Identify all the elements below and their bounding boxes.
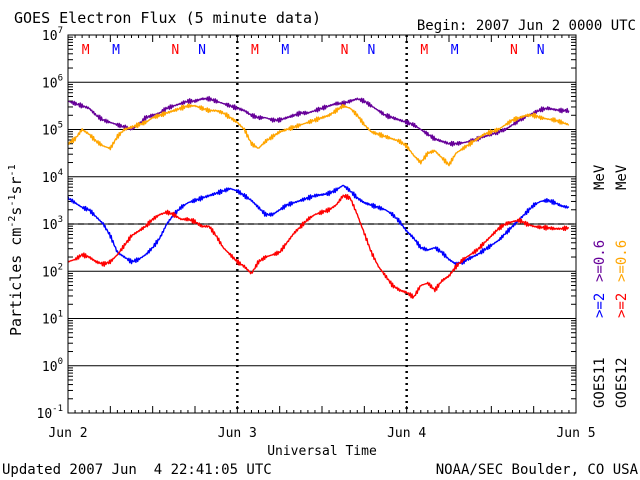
source-credit: NOAA/SEC Boulder, CO USA (436, 462, 639, 478)
mn-marker: N (367, 43, 375, 58)
y-tick-label: 100 (42, 357, 63, 375)
mn-marker: N (341, 43, 349, 58)
mn-marker: N (537, 43, 545, 58)
x-tick-label: Jun 5 (556, 426, 595, 441)
y-tick-label: 103 (42, 215, 63, 233)
y-tick-labels: 107 106 105 104 103 102 101 100 10-1 (37, 26, 64, 422)
mn-marker: M (451, 43, 459, 58)
mn-marker: M (251, 43, 259, 58)
mn-marker: M (281, 43, 289, 58)
series-line-0 (67, 95, 570, 147)
y-axis-label: Particles cm-2s-1sr-1 (7, 164, 25, 336)
y-tick-label: 101 (42, 310, 63, 328)
x-axis-label: Universal Time (267, 444, 377, 459)
y-axis-label-exp3: -1 (7, 164, 18, 176)
x-tick-label: Jun 4 (387, 426, 426, 441)
mn-marker: N (198, 43, 206, 58)
updated-timestamp: Updated 2007 Jun 4 22:41:05 UTC (2, 462, 272, 478)
legend-goes12-ge2: >=2 (614, 293, 630, 318)
chart-title: GOES Electron Flux (5 minute data) (14, 9, 321, 27)
legend-mev-1: MeV (592, 164, 608, 190)
mn-marker: M (82, 43, 90, 58)
legend-goes12-ge06: >=0.6 (614, 240, 630, 282)
legend-goes11-ge06: >=0.6 (592, 240, 608, 282)
legend-goes11: GOES11 (592, 357, 608, 408)
y-tick-label: 105 (42, 121, 63, 139)
mn-marker: N (510, 43, 518, 58)
x-tick-label: Jun 2 (48, 426, 87, 441)
y-tick-label: 107 (42, 26, 63, 44)
series-line-1 (67, 103, 569, 167)
y-axis-label-main: Particles cm (7, 228, 25, 336)
mn-marker: N (171, 43, 179, 58)
series-line-3 (67, 193, 569, 299)
y-tick-label: 104 (42, 168, 63, 186)
x-tick-labels: Jun 2 Jun 3 Jun 4 Jun 5 (48, 426, 595, 441)
legend-mev-2: MeV (614, 164, 630, 190)
plot-frame (67, 34, 577, 414)
y-tick-label: 102 (42, 262, 63, 280)
x-tick-label: Jun 3 (218, 426, 257, 441)
y-axis-label-mid1: s (7, 207, 25, 216)
legend-goes12: GOES12 (614, 357, 630, 408)
grid-lines (68, 81, 576, 367)
series-line-2 (67, 184, 570, 267)
y-axis-label-mid2: sr (7, 176, 25, 194)
mn-marker: M (112, 43, 120, 58)
series-lines (67, 95, 570, 299)
y-axis-label-exp1: -2 (7, 216, 18, 228)
mn-marker: M (420, 43, 428, 58)
legend-goes11-ge2: >=2 (592, 293, 608, 318)
y-tick-label: 10-1 (37, 404, 64, 422)
begin-time-label: Begin: 2007 Jun 2 0000 UTC (417, 18, 636, 34)
y-axis-label-exp2: -1 (7, 195, 18, 207)
y-tick-label: 106 (42, 73, 63, 91)
